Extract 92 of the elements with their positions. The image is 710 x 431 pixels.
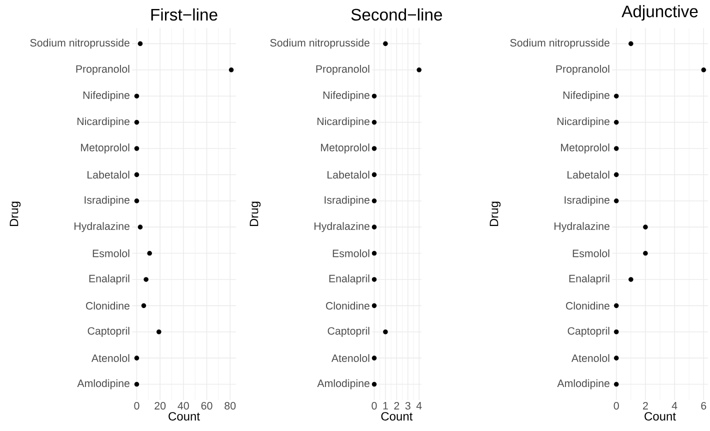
y-tick-label: Esmolol [92,249,130,258]
y-tick-label: Clonidine [326,302,370,310]
y-tick-label: Nifedipine [563,91,610,102]
point [228,68,234,72]
y-axis-title: Drug [490,202,501,226]
y-tick-label: Metoprolol [81,144,130,154]
chart-title: Adjunctive [622,5,698,21]
y-tick-label: Atenolol [571,354,610,362]
point [144,277,148,282]
x-tick-label: 60 [201,402,212,410]
point [134,198,140,204]
x-tick-label: 4 [416,402,422,410]
point [614,94,619,99]
y-tick-label: Nicardipine [77,117,130,128]
y-tick-label: Isradipine [564,196,610,206]
x-tick-label: 2 [643,402,648,410]
y-tick-label: Enalapril [569,274,610,284]
point [614,198,619,204]
point [643,250,648,256]
point [141,303,146,308]
point [614,329,619,334]
point [643,224,648,230]
y-tick-label: Esmolol [332,249,370,258]
point [134,120,140,125]
x-tick-label: 0 [134,402,140,410]
point [134,94,140,99]
y-tick-label: Labetalol [88,170,130,179]
y-tick-label: Clonidine [566,302,610,310]
y-tick-label: Nicardipine [317,117,370,128]
x-tick-label: 20 [154,402,166,410]
x-axis-title: Count [168,412,200,421]
y-tick-label: Esmolol [572,249,610,258]
y-tick-label: Captopril [568,326,610,337]
point [628,41,634,46]
x-axis-title: Count [381,412,413,421]
point [614,356,619,360]
y-tick-label: Sodium nitroprusside [510,38,610,49]
y-tick-label: Sodium nitroprusside [30,38,130,49]
point [138,41,143,46]
point [614,120,619,125]
point [156,329,162,334]
x-tick-label: 4 [672,402,678,410]
y-tick-label: Clonidine [86,302,130,310]
y-tick-label: Metoprolol [321,144,370,154]
point [628,277,634,282]
y-tick-label: Enalapril [89,274,130,284]
y-tick-label: Labetalol [328,170,370,179]
y-tick-label: Amlodipine [317,379,370,390]
point [614,146,619,151]
y-tick-label: Sodium nitroprusside [270,38,370,49]
y-tick-label: Captopril [88,326,130,337]
y-tick-label: Amlodipine [77,379,130,390]
x-tick-label: 2 [394,402,400,410]
point [134,382,140,387]
x-tick-label: 0 [614,402,619,410]
x-tick-label: 3 [405,402,410,410]
y-tick-label: Captopril [328,326,370,337]
y-tick-label: Atenolol [91,354,130,362]
x-tick-label: 40 [178,402,189,410]
y-tick-label: Hydralazine [554,222,610,232]
chart-title: First−line [151,8,218,21]
y-tick-label: Atenolol [331,354,370,362]
y-tick-label: Propranolol [316,64,370,75]
y-axis-title: Drug [10,202,21,226]
point [614,172,619,178]
y-tick-label: Propranolol [76,64,130,75]
y-tick-label: Nicardipine [557,117,610,128]
x-tick-label: 80 [224,402,236,410]
point [134,356,140,360]
x-tick-label: 0 [372,402,377,410]
point [134,146,140,151]
y-tick-label: Nifedipine [83,91,130,102]
chart-title: Second−line [351,8,442,21]
point [138,224,143,230]
y-tick-label: Hydralazine [74,222,130,232]
y-tick-label: Nifedipine [323,91,370,102]
point [614,303,619,308]
y-tick-label: Hydralazine [314,222,370,232]
x-tick-label: 6 [701,402,706,410]
x-axis-title: Count [644,412,676,421]
point [614,382,619,387]
y-tick-label: Isradipine [324,196,370,206]
y-tick-label: Enalapril [329,274,370,284]
x-tick-label: 1 [383,402,388,410]
y-tick-label: Amlodipine [557,379,610,390]
y-axis-title: Drug [250,202,261,226]
y-tick-label: Propranolol [556,64,610,75]
y-tick-label: Labetalol [568,170,610,179]
point [134,172,140,178]
y-tick-label: Isradipine [84,196,130,206]
y-tick-label: Metoprolol [561,144,610,154]
point [147,250,152,256]
